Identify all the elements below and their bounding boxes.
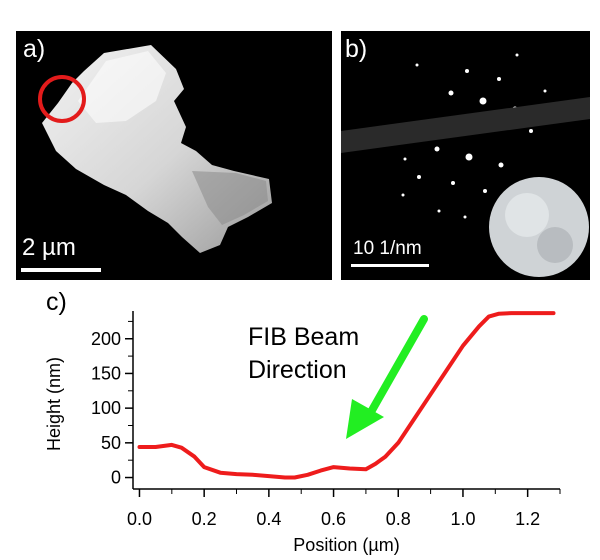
panel-a-afm-image: a) 2 µm [16, 31, 332, 280]
x-tick-label: 0.0 [127, 509, 152, 529]
arrow-head [346, 399, 384, 439]
y-tick-label: 50 [101, 433, 121, 453]
x-axis-label: Position (µm) [293, 535, 399, 555]
height-profile-line [137, 311, 556, 480]
inset-texture [537, 227, 573, 263]
panel-a-scalebar [21, 268, 101, 272]
height-profile-chart: 0.0 0.2 0.4 0.6 0.8 1.0 1.2 0 50 100 150 200 Positio… [0, 283, 600, 560]
chart-series [137, 311, 556, 480]
flake-highlight [78, 51, 166, 123]
diffraction-pattern [341, 31, 590, 280]
y-tick-label: 150 [91, 363, 121, 383]
x-tick-label: 1.0 [450, 509, 475, 529]
panel-b-scalebar [351, 264, 429, 267]
annotation-line-2: Direction [248, 356, 347, 384]
panel-b-diffraction-image: b) 10 1/nm [341, 31, 590, 280]
y-axis-label: Height (nm) [44, 357, 64, 451]
annotation-line-1: FIB Beam [248, 323, 359, 351]
chart-annotation: FIB Beam Direction [248, 315, 428, 439]
panel-a-label: a) [23, 35, 46, 63]
y-tick-label: 0 [111, 468, 121, 488]
x-tick-label: 0.6 [321, 509, 346, 529]
y-tick-label: 100 [91, 398, 121, 418]
diffraction-spots [383, 53, 563, 219]
x-tick-label: 1.2 [515, 509, 540, 529]
panel-b-scalebar-label: 10 1/nm [353, 238, 422, 259]
inset-texture [505, 193, 549, 237]
flake-shadow [192, 171, 268, 225]
panel-a-scalebar-label: 2 µm [22, 234, 76, 261]
panel-b-label: b) [345, 35, 368, 63]
y-tick-label: 200 [91, 329, 121, 349]
panel-c-label: c) [46, 288, 67, 316]
beam-stop-band [341, 97, 590, 153]
afm-flake-image [16, 31, 332, 280]
chart-svg: 0.0 0.2 0.4 0.6 0.8 1.0 1.2 0 50 100 150 200 Positio… [44, 311, 561, 555]
chart-ticks: 0.0 0.2 0.4 0.6 0.8 1.0 1.2 0 50 100 150 200 Positio… [44, 320, 561, 555]
x-tick-label: 0.2 [192, 509, 217, 529]
arrow-shaft [367, 315, 428, 416]
x-tick-label: 0.4 [256, 509, 281, 529]
highlight-circle [38, 75, 86, 123]
x-tick-label: 0.8 [386, 509, 411, 529]
